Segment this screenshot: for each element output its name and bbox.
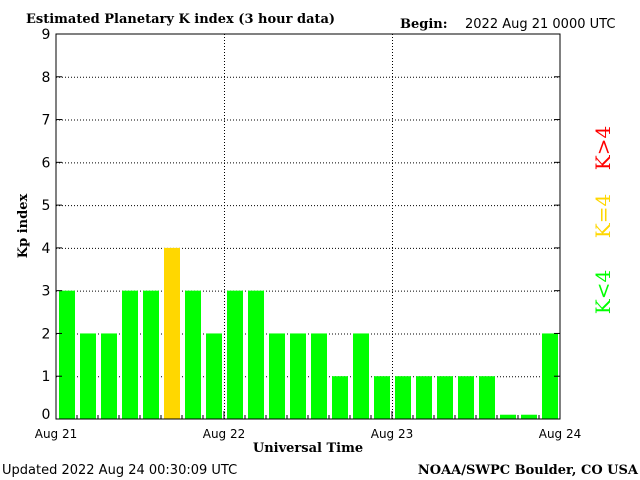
kp-bar bbox=[290, 333, 306, 419]
y-tick-label: 1 bbox=[42, 369, 51, 385]
kp-bar bbox=[122, 290, 138, 419]
y-tick-label: 2 bbox=[42, 326, 51, 342]
y-ticks: 0 1 2 3 4 5 6 7 8 9 bbox=[42, 27, 560, 423]
kp-bar bbox=[479, 376, 495, 419]
y-tick-label: 3 bbox=[42, 284, 51, 300]
kp-bar bbox=[143, 290, 159, 419]
credit-text: NOAA/SWPC Boulder, CO USA bbox=[418, 463, 639, 478]
begin-value: 2022 Aug 21 0000 UTC bbox=[465, 17, 615, 32]
bars bbox=[59, 247, 558, 419]
kp-bar bbox=[395, 376, 411, 419]
kp-bar bbox=[80, 333, 96, 419]
legend-entry: K=4 bbox=[591, 194, 615, 238]
y-tick-label: 4 bbox=[42, 241, 51, 257]
kp-bar bbox=[311, 333, 327, 419]
chart-title: Estimated Planetary K index (3 hour data… bbox=[26, 12, 335, 27]
y-tick-label: 0 bbox=[42, 407, 51, 423]
kp-bar bbox=[500, 414, 516, 419]
x-tick-label: Aug 22 bbox=[203, 427, 246, 441]
kp-bar bbox=[437, 376, 453, 419]
updated-timestamp: Updated 2022 Aug 24 00:30:09 UTC bbox=[2, 463, 237, 478]
kp-bar bbox=[185, 290, 201, 419]
legend-entry: K>4 bbox=[591, 126, 615, 170]
x-tick-label: Aug 23 bbox=[371, 427, 414, 441]
kp-bar bbox=[374, 376, 390, 419]
kp-bar bbox=[416, 376, 432, 419]
y-tick-label: 7 bbox=[42, 113, 51, 129]
kp-bar bbox=[164, 247, 180, 419]
kp-bar bbox=[269, 333, 285, 419]
begin-label: Begin: bbox=[400, 17, 448, 32]
kp-bar bbox=[353, 333, 369, 419]
kp-bar bbox=[521, 414, 537, 419]
kp-bar bbox=[206, 333, 222, 419]
y-tick-label: 9 bbox=[42, 27, 51, 43]
kp-bar bbox=[332, 376, 348, 419]
kp-bar bbox=[227, 290, 243, 419]
kp-bar bbox=[59, 290, 75, 419]
legend-entry: K<4 bbox=[591, 270, 615, 314]
x-ticks: Aug 21 Aug 22 Aug 23 Aug 24 bbox=[35, 411, 582, 441]
legend: K<4 K=4 K>4 bbox=[591, 126, 615, 314]
kp-bar bbox=[101, 333, 117, 419]
x-tick-label: Aug 24 bbox=[539, 427, 582, 441]
kp-bar bbox=[458, 376, 474, 419]
y-tick-label: 5 bbox=[42, 198, 51, 214]
y-tick-label: 8 bbox=[42, 70, 51, 86]
kp-bar bbox=[542, 333, 558, 419]
kp-bar bbox=[248, 290, 264, 419]
y-tick-label: 6 bbox=[42, 155, 51, 171]
y-axis-label: Kp index bbox=[16, 194, 31, 259]
x-tick-label: Aug 21 bbox=[35, 427, 78, 441]
x-axis-label: Universal Time bbox=[253, 441, 363, 456]
grid bbox=[56, 34, 560, 419]
